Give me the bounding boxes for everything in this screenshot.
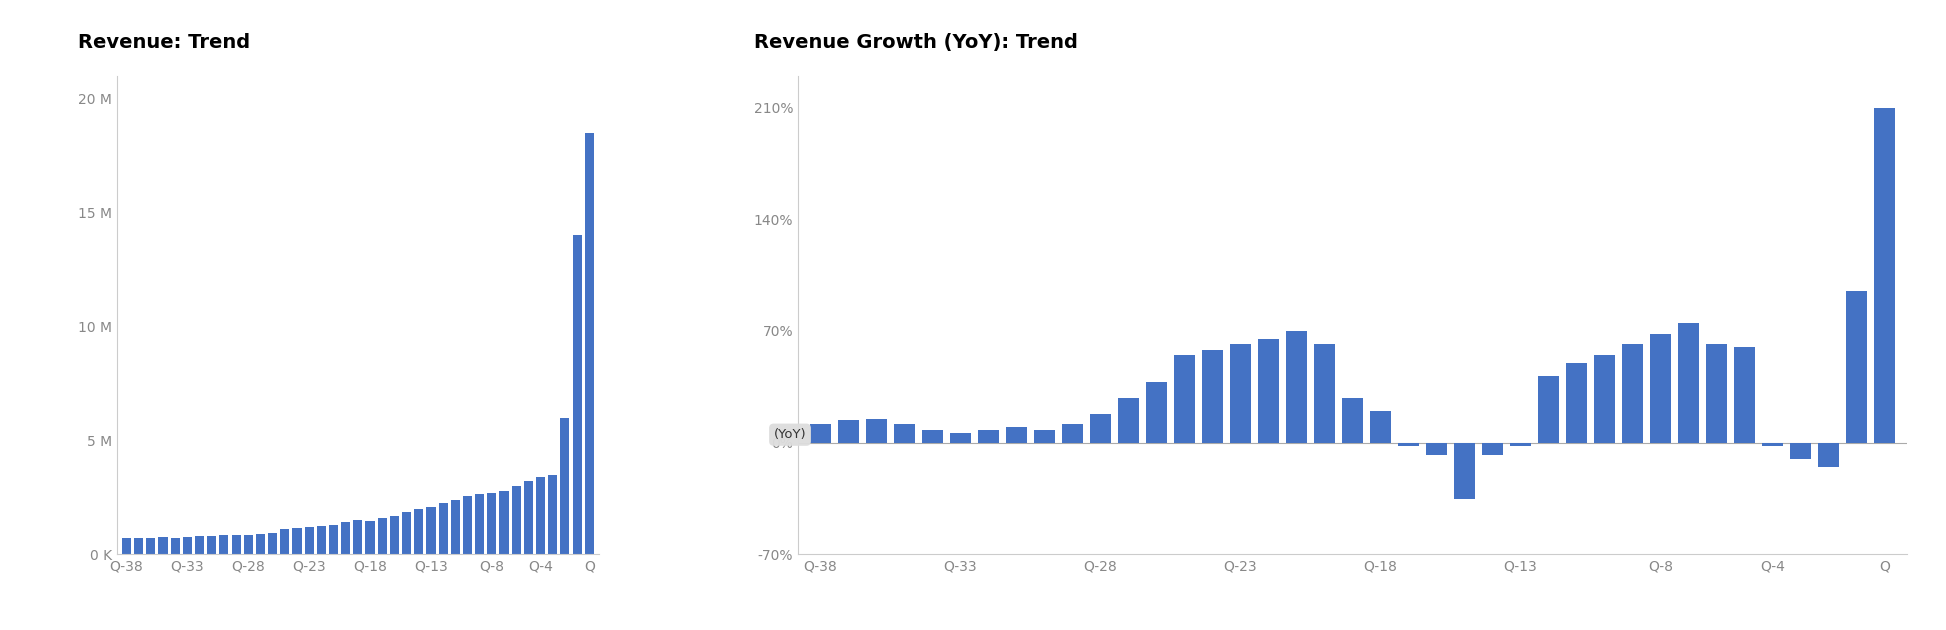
- Bar: [1510, 443, 1532, 446]
- Bar: [269, 533, 276, 554]
- Bar: [893, 423, 915, 443]
- Bar: [255, 534, 265, 554]
- Bar: [500, 491, 508, 554]
- Bar: [243, 535, 253, 554]
- Bar: [512, 486, 522, 554]
- Bar: [1090, 414, 1111, 443]
- Bar: [486, 493, 496, 554]
- Bar: [195, 536, 204, 554]
- Bar: [1230, 344, 1251, 443]
- Bar: [1397, 443, 1419, 446]
- Bar: [123, 539, 130, 554]
- Bar: [341, 522, 350, 554]
- Bar: [206, 536, 216, 554]
- Bar: [1454, 443, 1475, 498]
- Bar: [306, 527, 313, 554]
- Bar: [1033, 430, 1055, 443]
- Text: (YoY): (YoY): [775, 428, 806, 441]
- Bar: [366, 520, 376, 554]
- Bar: [810, 423, 831, 443]
- Bar: [922, 430, 944, 443]
- Bar: [292, 528, 302, 554]
- Bar: [549, 474, 557, 554]
- Bar: [1117, 398, 1138, 443]
- Bar: [560, 418, 570, 554]
- Text: Revenue: Trend: Revenue: Trend: [78, 33, 251, 52]
- Bar: [584, 132, 594, 554]
- Bar: [451, 500, 459, 554]
- Bar: [1146, 382, 1168, 443]
- Bar: [171, 538, 179, 554]
- Bar: [1623, 344, 1642, 443]
- Bar: [866, 419, 887, 443]
- Bar: [1173, 355, 1195, 443]
- Bar: [1567, 363, 1588, 443]
- Bar: [463, 496, 473, 554]
- Bar: [475, 494, 485, 554]
- Bar: [839, 420, 858, 443]
- Bar: [1343, 398, 1362, 443]
- Bar: [1763, 443, 1783, 446]
- Bar: [535, 477, 545, 554]
- Bar: [1370, 411, 1391, 443]
- Bar: [523, 481, 533, 554]
- Bar: [950, 433, 971, 443]
- Bar: [280, 529, 290, 554]
- Bar: [1257, 339, 1279, 443]
- Bar: [979, 430, 998, 443]
- Bar: [1594, 355, 1615, 443]
- Bar: [220, 536, 228, 554]
- Bar: [1314, 344, 1335, 443]
- Bar: [1874, 108, 1895, 443]
- Bar: [438, 503, 448, 554]
- Bar: [183, 537, 193, 554]
- Bar: [1063, 423, 1082, 443]
- Bar: [1286, 331, 1308, 443]
- Bar: [1203, 350, 1222, 443]
- Bar: [1707, 344, 1728, 443]
- Bar: [414, 509, 424, 554]
- Bar: [1847, 291, 1866, 443]
- Bar: [1818, 443, 1839, 467]
- Bar: [572, 235, 582, 554]
- Bar: [146, 538, 156, 554]
- Bar: [158, 537, 167, 554]
- Bar: [1650, 334, 1672, 443]
- Bar: [329, 525, 339, 554]
- Bar: [134, 538, 144, 554]
- Bar: [403, 512, 411, 554]
- Bar: [1790, 443, 1812, 459]
- Bar: [317, 526, 325, 554]
- Bar: [1734, 347, 1755, 443]
- Bar: [389, 515, 399, 554]
- Bar: [1537, 375, 1559, 443]
- Bar: [378, 518, 387, 554]
- Bar: [1426, 443, 1448, 455]
- Text: Revenue Growth (YoY): Trend: Revenue Growth (YoY): Trend: [753, 33, 1078, 52]
- Bar: [426, 507, 436, 554]
- Bar: [1483, 443, 1502, 455]
- Bar: [354, 520, 362, 554]
- Bar: [232, 535, 241, 554]
- Bar: [1677, 323, 1699, 443]
- Bar: [1006, 427, 1027, 443]
